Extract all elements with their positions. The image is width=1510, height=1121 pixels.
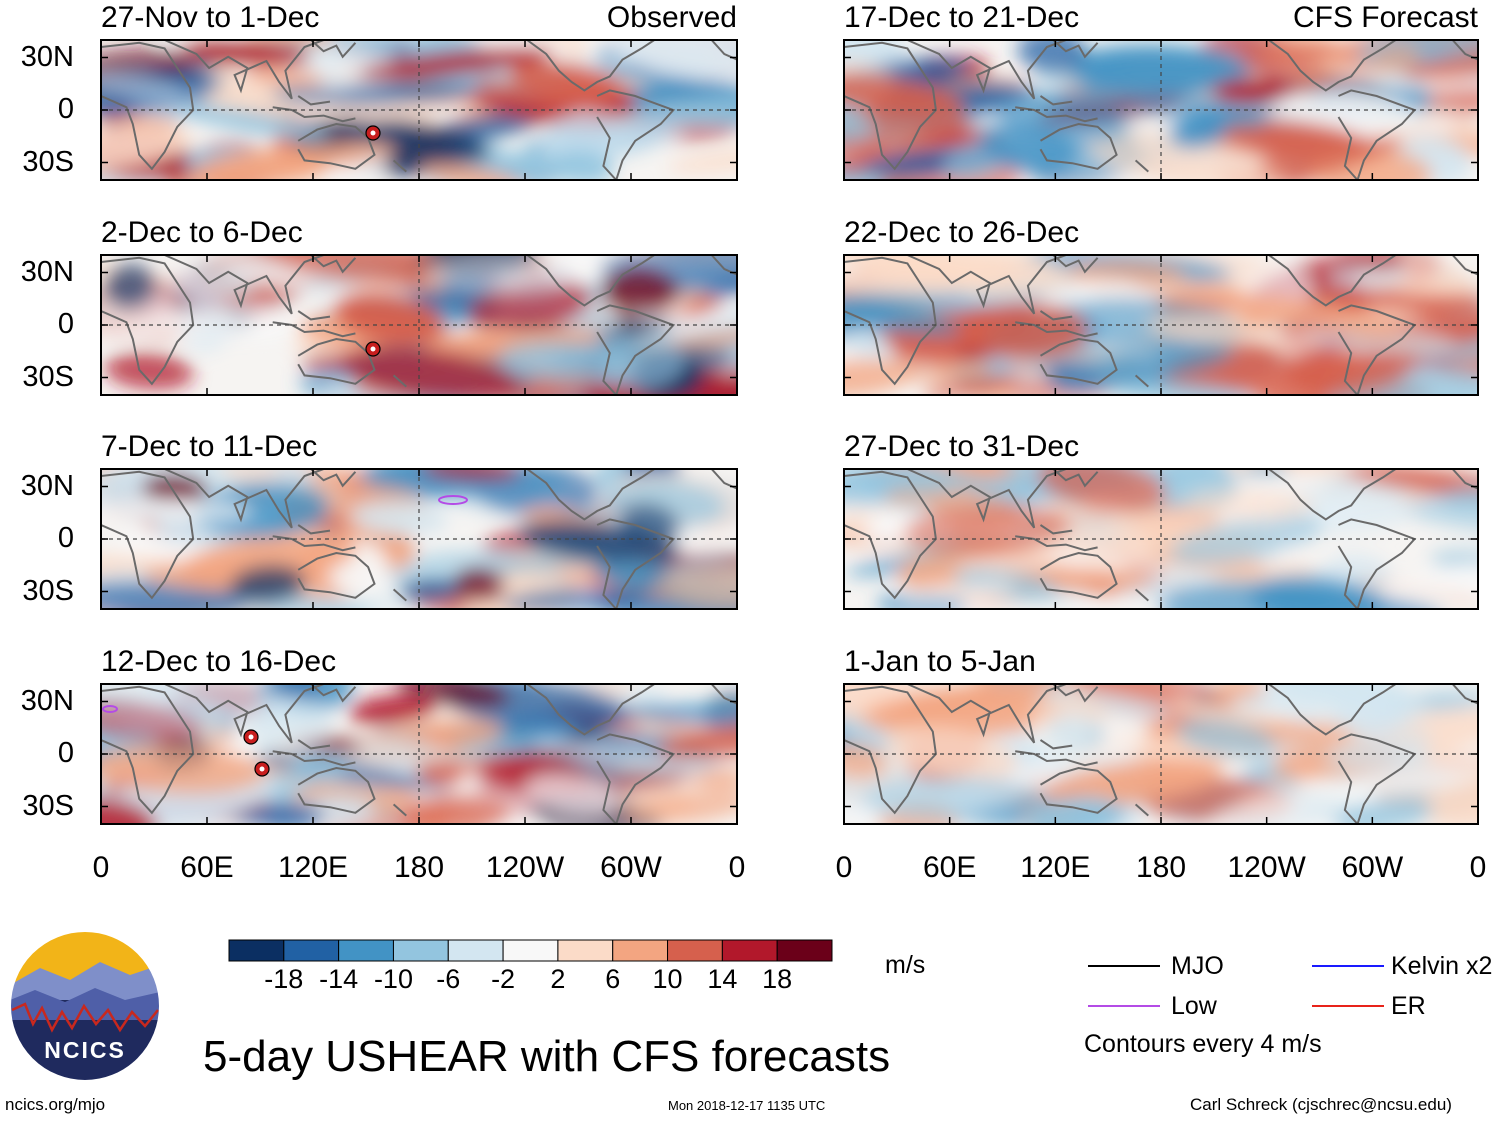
colorbar-bin bbox=[392, 939, 449, 962]
low-contour bbox=[102, 705, 118, 713]
x-tick-label: 120W bbox=[485, 851, 565, 884]
cyclone-marker bbox=[243, 729, 259, 745]
colorbar-tick-label: -2 bbox=[491, 964, 516, 994]
shear-field bbox=[101, 255, 737, 395]
colorbar-tick-label: -6 bbox=[436, 964, 461, 994]
x-tick-label: 60E bbox=[180, 851, 234, 884]
y-tick-label: 30N bbox=[20, 684, 74, 717]
panel-3 bbox=[100, 468, 738, 610]
colorbar-bin bbox=[612, 939, 669, 962]
colorbar-tick-label: 14 bbox=[707, 964, 738, 994]
contour-note: Contours every 4 m/s bbox=[1084, 1030, 1322, 1058]
panel-title-7: 27-Dec to 31-Dec bbox=[844, 430, 1080, 463]
colorbar-bin bbox=[557, 939, 614, 962]
x-tick-label: 0 bbox=[92, 851, 110, 884]
coastlines bbox=[101, 40, 737, 180]
logo-text: NCICS bbox=[44, 1037, 126, 1063]
ncics-logo: NCICS bbox=[9, 930, 161, 1082]
panel-7 bbox=[843, 468, 1479, 610]
y-tick-label: 30S bbox=[22, 574, 74, 607]
x-tick-label: 180 bbox=[1135, 851, 1187, 884]
colorbar-bin bbox=[667, 939, 723, 962]
shear-field bbox=[844, 255, 1478, 395]
footer-timestamp: Mon 2018-12-17 1135 UTC bbox=[668, 1098, 826, 1113]
footer-author: Carl Schreck (cjschrec@ncsu.edu) bbox=[1190, 1095, 1452, 1114]
colorbar-tick-label: 10 bbox=[652, 964, 683, 994]
colorbar-bin bbox=[721, 939, 778, 962]
colorbar-bin bbox=[283, 939, 340, 962]
panel-4 bbox=[100, 683, 738, 825]
y-tick-label: 30S bbox=[22, 360, 74, 393]
coastlines bbox=[844, 684, 1478, 824]
colorbar-bin bbox=[338, 939, 394, 962]
coastlines bbox=[844, 255, 1478, 395]
x-tick-label: 0 bbox=[728, 851, 746, 884]
y-tick-label: 30N bbox=[20, 469, 74, 502]
x-tick-label: 0 bbox=[835, 851, 853, 884]
colorbar-bin bbox=[228, 939, 285, 962]
panel-title-1: 27-Nov to 1-Dec bbox=[101, 1, 320, 34]
x-tick-label: 180 bbox=[393, 851, 445, 884]
panel-title-4: 12-Dec to 16-Dec bbox=[101, 645, 337, 678]
x-tick-label: 60E bbox=[922, 851, 977, 884]
colorbar-tick-label: -10 bbox=[373, 964, 413, 994]
colorbar-tick-label: 6 bbox=[605, 964, 621, 994]
colorbar-bin bbox=[502, 939, 559, 962]
x-tick-label: 120E bbox=[277, 851, 349, 884]
panel-title-3: 7-Dec to 11-Dec bbox=[101, 430, 318, 463]
panel-8 bbox=[843, 683, 1479, 825]
x-tick-label: 120W bbox=[1227, 851, 1306, 884]
y-tick-label: 30S bbox=[22, 145, 74, 178]
cyclone-marker bbox=[254, 761, 270, 777]
legend-label-er: ER bbox=[1391, 992, 1426, 1020]
legend-label-mjo: MJO bbox=[1171, 952, 1224, 980]
colorbar-tick-label: -14 bbox=[319, 964, 359, 994]
colorbar-tick-label: 2 bbox=[550, 964, 566, 994]
shear-field bbox=[101, 684, 737, 824]
y-tick-label: 30S bbox=[22, 789, 74, 822]
panel-2 bbox=[100, 254, 738, 396]
panel-6 bbox=[843, 254, 1479, 396]
main-title: 5-day USHEAR with CFS forecasts bbox=[203, 1032, 891, 1081]
y-tick-label: 0 bbox=[57, 737, 74, 769]
cyclone-marker bbox=[365, 125, 381, 141]
colorbar-tick-label: -18 bbox=[264, 964, 304, 994]
coastlines bbox=[101, 255, 737, 395]
footer-url[interactable]: ncics.org/mjo bbox=[5, 1095, 106, 1114]
shear-field bbox=[844, 469, 1478, 609]
x-tick-label: 60W bbox=[1341, 851, 1404, 884]
y-tick-label: 0 bbox=[57, 522, 74, 554]
colorbar-bin bbox=[447, 939, 504, 962]
panel-tag-1: Observed bbox=[606, 1, 737, 34]
panel-5 bbox=[843, 39, 1479, 181]
y-tick-label: 0 bbox=[57, 308, 74, 340]
panel-tag-5: CFS Forecast bbox=[1292, 1, 1478, 34]
colorbar-bin bbox=[776, 939, 833, 962]
colorbar-tick-label: 18 bbox=[762, 964, 793, 994]
panel-title-2: 2-Dec to 6-Dec bbox=[101, 216, 303, 249]
panel-title-8: 1-Jan to 5-Jan bbox=[844, 645, 1036, 678]
colorbar-units: m/s bbox=[885, 951, 926, 979]
x-tick-label: 120E bbox=[1020, 851, 1091, 884]
cyclone-marker bbox=[365, 341, 381, 357]
y-tick-label: 0 bbox=[57, 93, 74, 125]
panel-title-5: 17-Dec to 21-Dec bbox=[844, 1, 1080, 34]
legend-label-low: Low bbox=[1171, 992, 1217, 1020]
panel-1 bbox=[100, 39, 738, 181]
shear-field bbox=[844, 684, 1478, 824]
panel-title-6: 22-Dec to 26-Dec bbox=[844, 216, 1080, 249]
x-tick-label: 0 bbox=[1469, 851, 1487, 884]
shear-field bbox=[844, 40, 1478, 180]
low-contour bbox=[438, 495, 468, 505]
coastlines bbox=[844, 40, 1478, 180]
y-tick-label: 30N bbox=[20, 255, 74, 288]
legend-label-kelvin: Kelvin x2 bbox=[1391, 952, 1493, 980]
y-tick-label: 30N bbox=[20, 40, 74, 73]
x-tick-label: 60W bbox=[600, 851, 662, 884]
